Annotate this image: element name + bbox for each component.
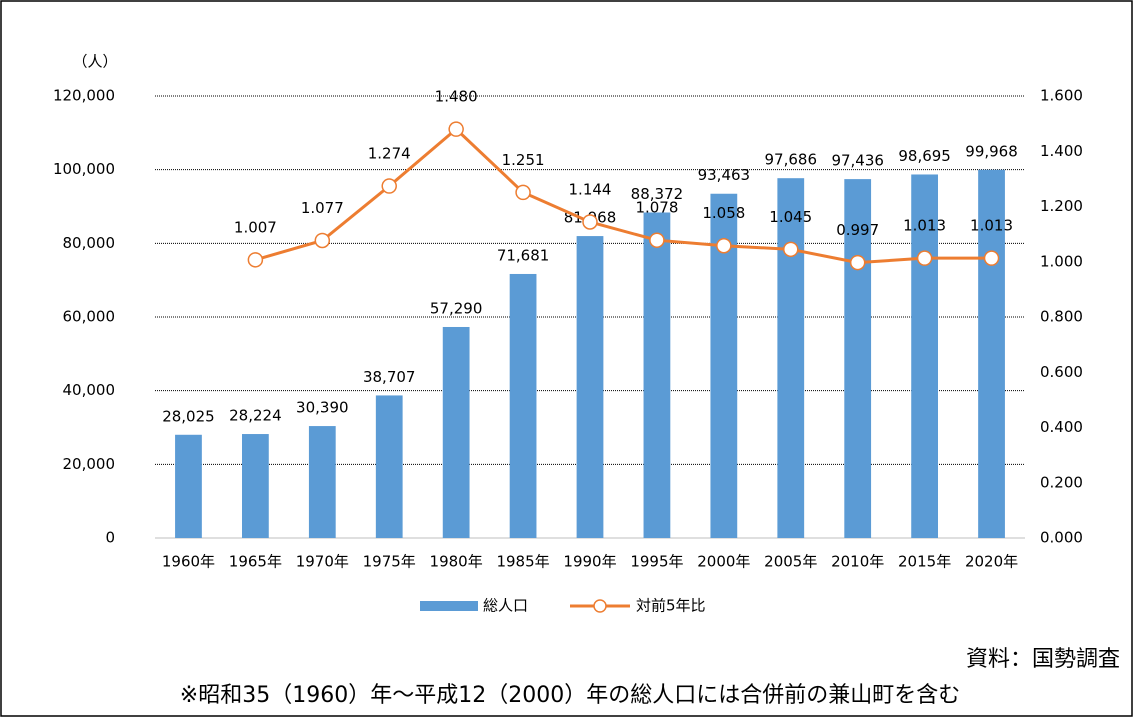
line-marker	[582, 214, 598, 230]
y2-tick-label: 0.800	[1040, 308, 1083, 326]
y-tick-label: 20,000	[63, 455, 116, 473]
x-tick-label: 2000年	[697, 553, 750, 571]
x-tick-label: 1960年	[162, 553, 215, 571]
x-tick-label: 2015年	[898, 553, 951, 571]
bar-value-label: 88,372	[631, 185, 684, 203]
x-tick-label: 1970年	[296, 553, 349, 571]
line-marker	[247, 252, 264, 268]
bar-value-label: 38,707	[363, 368, 416, 386]
bar	[576, 236, 604, 538]
line-value-label: 1.058	[702, 204, 745, 222]
y2-tick-label: 1.200	[1040, 197, 1083, 215]
bar-value-label: 93,463	[698, 166, 751, 184]
x-tick-label: 1990年	[563, 553, 616, 571]
line-marker	[983, 250, 1000, 266]
bar	[978, 169, 1005, 538]
x-tick-label: 1995年	[630, 553, 683, 571]
y2-tick-label: 1.600	[1040, 87, 1083, 105]
x-tick-label: 2010年	[831, 553, 884, 571]
line-marker	[849, 254, 866, 271]
y-tick-label: 80,000	[63, 234, 116, 252]
bar	[777, 178, 805, 539]
legend-label: 対前5年比	[636, 597, 706, 615]
bar-value-label: 71,681	[497, 246, 550, 264]
y2-tick-label: 1.000	[1040, 252, 1083, 270]
line-marker	[515, 184, 531, 201]
bar	[375, 395, 403, 538]
x-tick-label: 1965年	[229, 553, 282, 571]
legend-swatch-marker	[593, 599, 607, 613]
bar-value-label: 97,436	[831, 152, 884, 170]
line-marker	[649, 232, 665, 248]
y2-tick-label: 0.000	[1040, 529, 1083, 547]
line-value-label: 1.007	[234, 218, 277, 236]
x-tick-label: 2020年	[965, 553, 1018, 571]
legend-swatch	[420, 601, 478, 611]
line	[254, 127, 992, 265]
source-note: 資料：国勢調査	[966, 647, 1120, 672]
bar-value-label: 57,290	[430, 299, 483, 317]
line-value-label: 1.274	[368, 145, 411, 163]
x-tick-label: 2005年	[764, 553, 817, 571]
bar-value-label: 97,686	[765, 151, 818, 169]
line-value-label: 1.013	[903, 217, 946, 235]
bar	[844, 179, 872, 539]
bar	[308, 426, 336, 538]
y-tick-label: 100,000	[53, 160, 115, 178]
line-value-label: 1.045	[769, 208, 812, 226]
footnote: ※昭和35（1960）年～平成12（2000）年の総人口には合併前の兼山町を含む	[180, 683, 960, 708]
y2-tick-label: 1.400	[1040, 142, 1083, 160]
line-value-label: 1.480	[435, 88, 478, 106]
bar-value-label: 30,390	[296, 399, 349, 417]
line-value-label: 1.077	[301, 199, 344, 217]
bar	[911, 174, 938, 538]
line-value-label: 1.144	[569, 180, 612, 198]
y-tick-label: 60,000	[63, 308, 116, 326]
line-marker	[448, 121, 464, 137]
line-value-label: 1.013	[970, 217, 1013, 235]
y-tick-label: 120,000	[53, 87, 115, 105]
bar-value-label: 99,968	[965, 142, 1018, 160]
line-marker	[314, 232, 331, 249]
legend-label: 総人口	[483, 597, 528, 615]
bar-value-label: 98,695	[898, 147, 951, 165]
bar	[643, 212, 671, 538]
bar	[509, 273, 537, 538]
x-tick-label: 1985年	[496, 553, 549, 571]
line-marker	[381, 178, 397, 194]
line-value-label: 1.078	[635, 199, 678, 217]
y2-tick-label: 0.200	[1040, 473, 1083, 491]
y2-tick-label: 0.400	[1040, 418, 1083, 436]
line-value-label: 0.997	[836, 221, 879, 239]
line-value-label: 1.251	[502, 151, 545, 169]
x-tick-label: 1975年	[363, 553, 416, 571]
y-axis-label: （人）	[72, 53, 117, 71]
line-marker	[716, 237, 732, 254]
line-marker	[916, 250, 933, 266]
line-marker	[783, 241, 799, 258]
bar-value-label: 28,224	[229, 407, 282, 425]
bar	[175, 434, 202, 538]
y-tick-label: 0	[105, 529, 115, 547]
y2-tick-label: 0.600	[1040, 363, 1083, 381]
bar	[242, 434, 269, 538]
bar	[442, 326, 470, 538]
x-tick-label: 1980年	[430, 553, 483, 571]
y-tick-label: 40,000	[63, 381, 116, 399]
bar-value-label: 28,025	[162, 407, 215, 425]
